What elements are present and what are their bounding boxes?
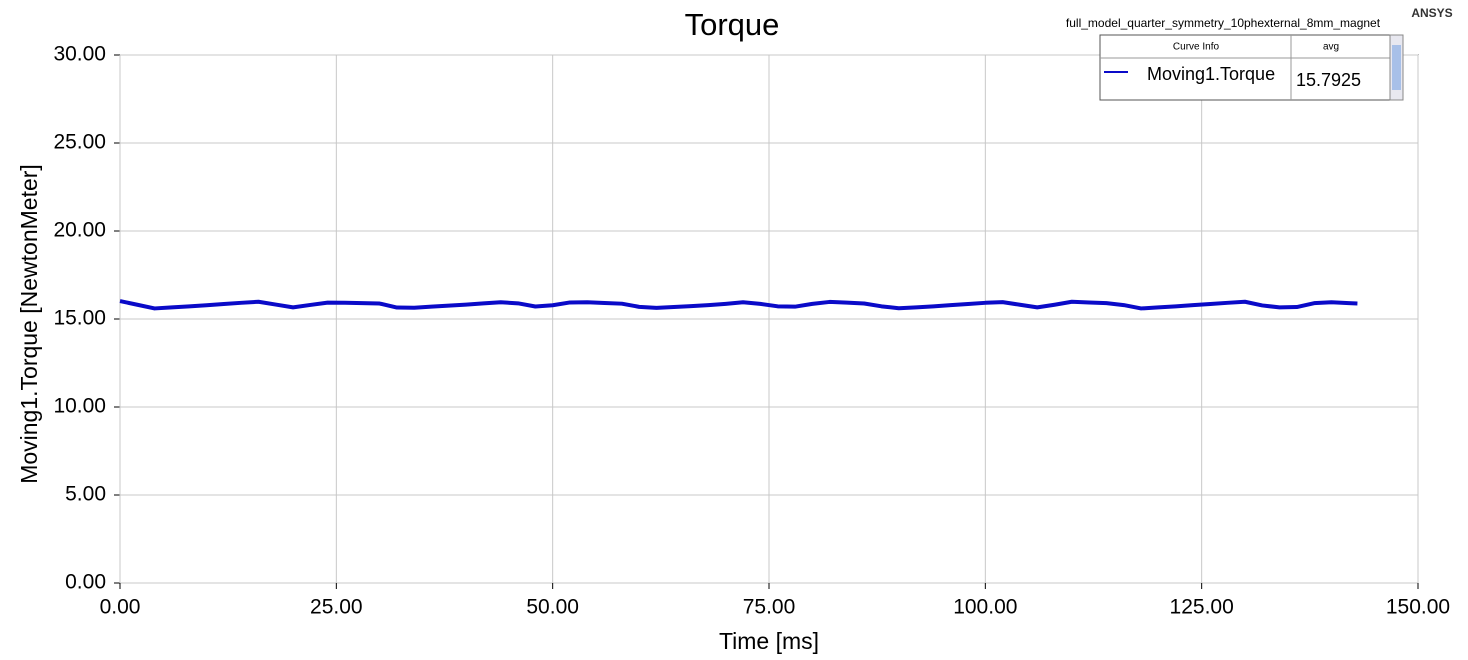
y-axis-label: Moving1.Torque [NewtonMeter] (16, 164, 42, 484)
x-tick-label: 150.00 (1386, 596, 1450, 619)
y-tick-label: 10.00 (53, 395, 106, 418)
x-tick-label: 75.00 (743, 596, 796, 619)
legend-box (1099, 34, 1391, 101)
legend-label: Moving1.Torque (1147, 64, 1275, 84)
x-axis-label: Time [ms] (719, 628, 819, 654)
y-tick-label: 5.00 (65, 483, 106, 506)
data-line (119, 299, 1358, 311)
brand: ANSYS (1411, 6, 1452, 20)
y-tick-label: 20.00 (53, 219, 106, 242)
legend-header: Curve Info (1173, 42, 1220, 53)
y-tick-label: 15.00 (53, 307, 106, 330)
x-tick-label: 25.00 (310, 596, 363, 619)
x-tick-label: 50.00 (526, 596, 579, 619)
chart-subtitle: full_model_quarter_symmetry_10phexternal… (1066, 16, 1381, 30)
legend-header: avg (1323, 42, 1339, 53)
y-tick-label: 25.00 (53, 131, 106, 154)
chart-title: Torque (685, 7, 780, 42)
legend: Curve Info avg Moving1.Torque 15.7925 (1099, 34, 1404, 101)
legend-avg: 15.7925 (1296, 70, 1361, 90)
scrollbar-thumb[interactable] (1392, 45, 1401, 90)
y-tick-label: 30.00 (53, 43, 106, 66)
x-tick-label: 0.00 (100, 596, 141, 619)
y-tick-label: 0.00 (65, 571, 106, 594)
x-tick-label: 100.00 (953, 596, 1017, 619)
x-tick-label: 125.00 (1170, 596, 1234, 619)
